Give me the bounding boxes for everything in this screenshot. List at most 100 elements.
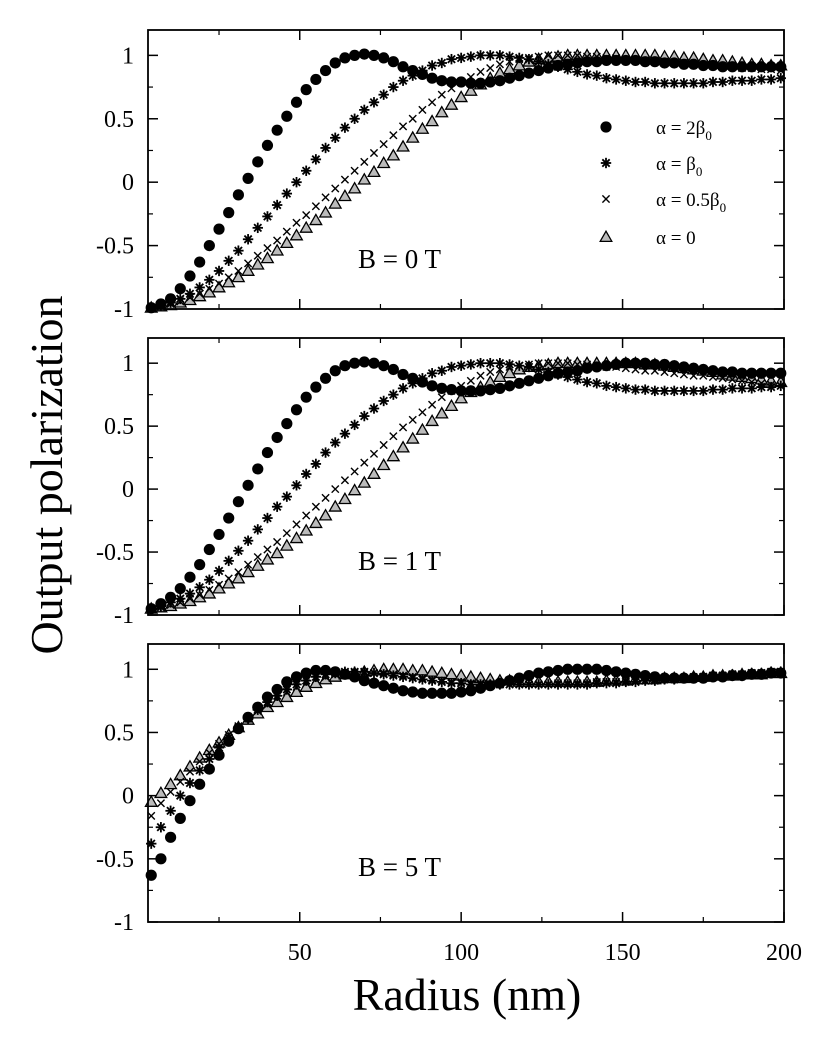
data-point-asterisk — [756, 382, 766, 392]
data-point-circle — [620, 55, 631, 66]
legend-item: α = β0 — [601, 154, 703, 179]
data-point-circle — [562, 664, 573, 675]
data-point-circle — [659, 359, 670, 370]
data-point-cross — [487, 368, 494, 375]
data-point-cross — [332, 485, 339, 492]
data-point-asterisk — [272, 502, 282, 512]
data-point-circle — [349, 358, 360, 369]
data-point-circle — [378, 680, 389, 691]
data-point-triangle — [233, 271, 245, 281]
data-point-cross — [264, 245, 271, 252]
data-point-asterisk — [601, 381, 611, 391]
data-point-asterisk — [592, 678, 602, 688]
y-tick-label: -0.5 — [96, 234, 134, 260]
data-point-cross — [419, 409, 426, 416]
data-point-cross — [380, 141, 387, 148]
data-point-circle — [756, 669, 767, 680]
data-point-circle — [552, 60, 563, 71]
data-point-asterisk — [330, 437, 340, 447]
data-point-asterisk — [233, 546, 243, 556]
data-point-circle — [407, 686, 418, 697]
data-point-asterisk — [630, 384, 640, 394]
data-point-cross — [380, 441, 387, 448]
data-point-circle — [378, 52, 389, 63]
data-point-circle — [233, 496, 244, 507]
data-point-asterisk — [388, 670, 398, 680]
data-point-asterisk — [582, 69, 592, 79]
data-point-circle — [669, 57, 680, 68]
data-point-circle — [204, 764, 215, 775]
data-point-circle — [736, 670, 747, 681]
plot-frame — [148, 644, 784, 922]
data-point-circle — [736, 368, 747, 379]
data-point-asterisk — [553, 679, 563, 689]
data-point-asterisk — [659, 78, 669, 88]
data-point-circle — [417, 69, 428, 80]
data-point-circle — [765, 368, 776, 379]
data-point-circle — [281, 418, 292, 429]
data-point-asterisk — [369, 668, 379, 678]
data-point-cross — [429, 99, 436, 106]
data-point-circle — [640, 670, 651, 681]
data-point-circle — [213, 750, 224, 761]
data-point-asterisk — [369, 97, 379, 107]
data-point-asterisk — [621, 76, 631, 86]
y-tick-label: -1 — [114, 297, 134, 323]
data-point-asterisk — [224, 556, 234, 566]
data-point-asterisk — [708, 384, 718, 394]
y-tick-label: 1 — [122, 43, 134, 69]
data-point-circle — [427, 73, 438, 84]
data-point-circle — [746, 669, 757, 680]
data-point-asterisk — [611, 382, 621, 392]
data-point-circle — [485, 680, 496, 691]
data-point-triangle — [252, 259, 264, 269]
data-point-circle — [707, 60, 718, 71]
data-point-circle — [456, 686, 467, 697]
data-point-circle — [175, 283, 186, 294]
data-point-circle — [330, 666, 341, 677]
data-point-circle — [727, 670, 738, 681]
data-point-circle — [465, 385, 476, 396]
data-point-asterisk — [475, 358, 485, 368]
x-axis-title: Radius (nm) — [353, 969, 582, 1020]
data-point-circle — [155, 853, 166, 864]
data-point-asterisk — [262, 211, 272, 221]
data-point-asterisk — [611, 74, 621, 84]
data-point-cross — [487, 64, 494, 71]
data-point-circle — [291, 404, 302, 415]
data-point-circle — [485, 384, 496, 395]
data-point-circle — [281, 676, 292, 687]
data-point-cross — [312, 503, 319, 510]
data-point-circle — [155, 298, 166, 309]
data-point-circle — [301, 84, 312, 95]
data-point-cross — [293, 521, 300, 528]
data-point-circle — [601, 360, 612, 371]
data-point-circle — [242, 173, 253, 184]
data-point-circle — [223, 736, 234, 747]
data-point-asterisk — [504, 359, 514, 369]
data-point-asterisk — [766, 382, 776, 392]
data-point-circle — [339, 669, 350, 680]
data-point-cross — [167, 788, 174, 795]
data-point-asterisk — [524, 362, 534, 372]
data-point-circle — [475, 385, 486, 396]
data-point-circle — [611, 666, 622, 677]
data-point-asterisk — [669, 78, 679, 88]
data-point-asterisk — [417, 674, 427, 684]
data-point-circle — [533, 667, 544, 678]
data-point-asterisk — [185, 289, 195, 299]
data-point-circle — [252, 702, 263, 713]
data-point-circle — [533, 65, 544, 76]
data-point-asterisk — [398, 383, 408, 393]
data-point-circle — [727, 61, 738, 72]
data-point-asterisk — [214, 266, 224, 276]
panel-label: B = 0 T — [358, 244, 441, 274]
data-point-asterisk — [582, 377, 592, 387]
data-point-asterisk — [340, 428, 350, 438]
legend-item: α = 0 — [600, 228, 695, 249]
y-tick-label: 0.5 — [104, 720, 134, 746]
data-point-asterisk — [446, 362, 456, 372]
data-point-circle — [765, 667, 776, 678]
data-point-circle — [591, 361, 602, 372]
data-point-asterisk — [727, 76, 737, 86]
